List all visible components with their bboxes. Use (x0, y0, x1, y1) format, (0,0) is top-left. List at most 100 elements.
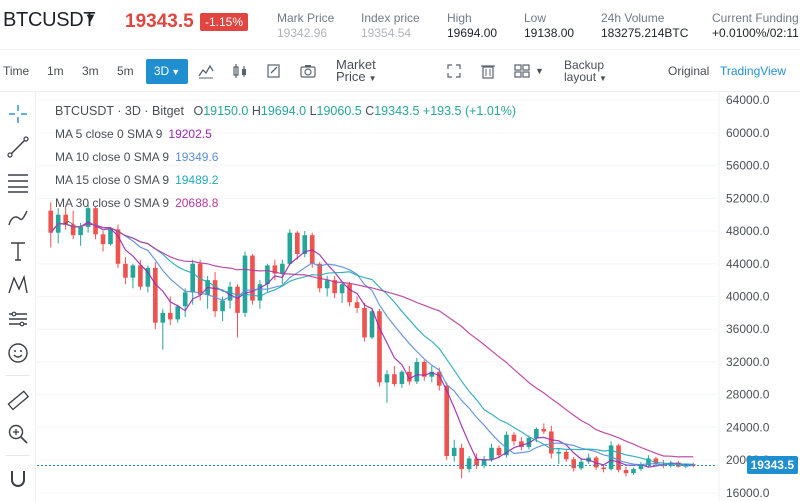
text-tool-icon[interactable] (6, 239, 30, 263)
candle-body (212, 280, 218, 312)
y-axis-tick-label: 32000.0 (726, 355, 770, 369)
emoji-icon[interactable] (6, 341, 30, 365)
legend-low-label: L (309, 104, 317, 118)
interval-5m-button[interactable]: 5m (117, 64, 134, 78)
ticker-header: BTCUSDT ▼ 19343.5 -1.15% Mark Price 1934… (0, 0, 800, 50)
camera-icon[interactable] (299, 62, 317, 80)
candlestick-chart[interactable]: 64000.0 60000.0 56000.0 52000.0 48000.0 44000… (37, 92, 800, 501)
legend-high: 19694.0 (260, 104, 307, 118)
candle-body (93, 208, 98, 235)
price-type-dropdown[interactable]: Market Price ▼ (336, 58, 377, 85)
candle-body (175, 306, 181, 320)
candle-body (85, 208, 91, 227)
legend-symbol: BTCUSDT (55, 104, 114, 118)
active-interval: 3D (153, 64, 170, 78)
interval-dropdown[interactable]: 3D ▼ (146, 59, 188, 84)
candle-body (638, 465, 644, 470)
horizontal-lines-icon[interactable] (6, 170, 30, 194)
last-price: 19343.5 (125, 11, 194, 32)
magnet-icon[interactable] (6, 467, 30, 491)
backup-layout-dropdown[interactable]: Backup layout ▼ (564, 59, 607, 85)
caret-down-icon: ▼ (599, 74, 607, 83)
measure-bars-icon[interactable] (6, 307, 30, 331)
drawing-toolbar (0, 92, 36, 501)
candle-body (160, 312, 166, 323)
stat-label: Low (524, 11, 547, 25)
chart-toolbar: Time 1m 3m 5m 3D ▼ Market Price ▼ (0, 50, 800, 92)
ma-label: MA 30 close 0 SMA 9 (55, 196, 170, 210)
stat-index-price: Index price 19354.54 (361, 11, 420, 41)
ma-value: 19349.6 (175, 150, 219, 164)
legend-low: 19060.5 (316, 104, 362, 118)
brush-icon[interactable] (6, 205, 30, 229)
symbol-selector[interactable]: BTCUSDT (3, 9, 96, 31)
backup-line1: Backup (564, 58, 605, 72)
candle-body (190, 263, 196, 293)
stat-label: Mark Price (277, 11, 335, 25)
caret-down-icon: ▼ (368, 74, 377, 83)
candle-body (377, 311, 382, 383)
stat-low: Low 19138.00 (524, 11, 574, 41)
y-axis-tick-label: 52000.0 (726, 191, 770, 205)
trash-icon[interactable] (479, 62, 497, 80)
candle-body (257, 284, 263, 301)
candle-body (392, 374, 397, 385)
candle-body (556, 451, 562, 454)
stat-value: +0.0100%/02:11 (712, 26, 799, 40)
candle-body (235, 286, 240, 313)
interval-3m-button[interactable]: 3m (82, 64, 99, 78)
stat-value: 183275.214BTC (601, 26, 689, 40)
candle-body (496, 447, 502, 456)
pattern-tool-icon[interactable] (6, 273, 30, 297)
caret-down-icon[interactable]: ▼ (535, 66, 544, 76)
candle-body (339, 284, 345, 294)
candle-body (563, 451, 569, 460)
collapse-legend-icon[interactable]: ︿ (63, 215, 74, 227)
ma-legend-row: MA 5 close 0 SMA 9 19202.5 (55, 123, 516, 146)
stat-high: High 19694.00 (447, 11, 497, 41)
layout-grid-icon[interactable] (513, 62, 531, 80)
caret-down-icon[interactable]: ▼ (84, 10, 97, 25)
trend-line-icon[interactable] (6, 135, 30, 159)
candle-body (429, 371, 435, 377)
view-original-tab[interactable]: Original (668, 64, 710, 78)
toolbar-divider (6, 455, 30, 456)
price-type-line2: Price ▼ (336, 69, 377, 84)
candle-body (436, 371, 442, 386)
last-price-tag: 19343.5 (746, 456, 798, 475)
legend-close-label: C (365, 104, 375, 118)
candle-body (145, 267, 151, 287)
candle-body (623, 469, 629, 474)
crosshair-icon[interactable] (6, 102, 30, 126)
candle-body (153, 267, 158, 323)
ma-value: 19489.2 (175, 173, 219, 187)
ma-legend-row: MA 10 close 0 SMA 9 19349.6 (55, 146, 516, 169)
candle-body (481, 459, 487, 466)
edit-note-icon[interactable] (265, 62, 283, 80)
ma-legend-row: MA 15 close 0 SMA 9 19489.2 (55, 169, 516, 192)
ruler-icon[interactable] (6, 388, 30, 412)
stat-label: Index price (361, 11, 420, 25)
zoom-in-icon[interactable] (6, 422, 30, 446)
stat-mark-price: Mark Price 19342.96 (277, 11, 334, 41)
view-tradingview-tab[interactable]: TradingView (720, 64, 787, 78)
interval-1m-button[interactable]: 1m (47, 64, 64, 78)
legend-high-label: H (251, 104, 261, 118)
candle-body (280, 263, 285, 274)
time-button[interactable]: Time (3, 64, 30, 78)
stat-label: Current Funding (712, 11, 799, 25)
ma-label: MA 5 close 0 SMA 9 (55, 127, 163, 141)
candle-body (220, 300, 225, 312)
candle-body (451, 447, 457, 457)
stat-current-funding: Current Funding +0.0100%/02:11 (712, 11, 800, 41)
fullscreen-icon[interactable] (445, 62, 463, 80)
candle-body (100, 234, 106, 245)
indicators-icon[interactable] (197, 62, 215, 80)
candle-body (504, 434, 509, 456)
candle-type-icon[interactable] (231, 62, 249, 80)
ma-legend-row: MA 30 close 0 SMA 9 20688.8 (55, 192, 516, 215)
candle-body (324, 280, 330, 289)
ma-line-15 (50, 223, 694, 465)
candle-body (265, 265, 270, 285)
chart-area[interactable]: 64000.0 60000.0 56000.0 52000.0 48000.0 44000… (37, 92, 800, 501)
